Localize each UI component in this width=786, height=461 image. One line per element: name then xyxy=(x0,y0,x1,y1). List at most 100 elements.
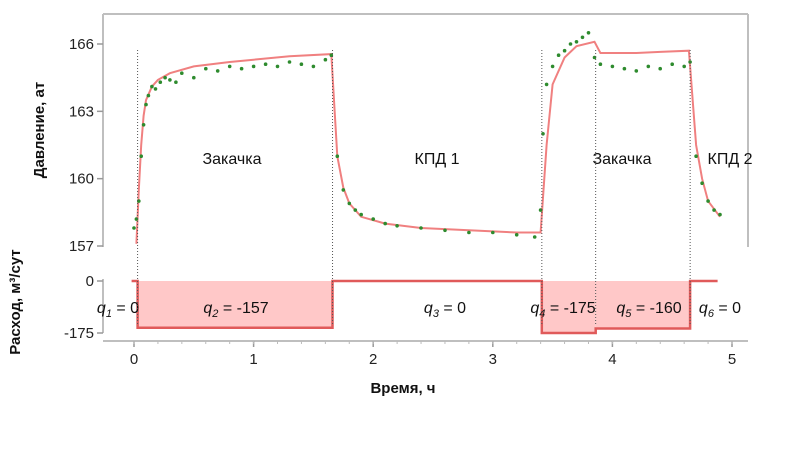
pressure-point xyxy=(580,35,585,40)
pressure-point xyxy=(718,212,722,217)
pressure-point xyxy=(311,64,316,69)
pressure-point xyxy=(550,64,555,69)
pressure-point xyxy=(215,69,220,73)
pressure-model-line xyxy=(135,40,721,244)
pressure-point xyxy=(227,64,232,69)
time-xlabel: Время, ч xyxy=(370,380,435,397)
pressure-point xyxy=(158,80,163,84)
pressure-point xyxy=(168,78,172,82)
pressure-point xyxy=(335,154,340,158)
pressure-point xyxy=(132,226,136,230)
pressure-point xyxy=(634,69,639,73)
pressure-point xyxy=(251,64,256,69)
pressure-tick-label: 163 xyxy=(69,103,94,120)
pressure-point xyxy=(646,64,651,69)
pressure-point xyxy=(706,199,710,203)
time-tick-label: 3 xyxy=(489,351,497,368)
pressure-point xyxy=(371,217,376,221)
pressure-point xyxy=(514,233,519,237)
pressure-point xyxy=(174,80,178,84)
pressure-point xyxy=(700,181,704,185)
pressure-ylabel: Давление, ат xyxy=(31,82,48,178)
pressure-point xyxy=(359,212,364,217)
pressure-point xyxy=(287,60,292,64)
pressure-point xyxy=(146,93,151,98)
rate-ticks: 0 -175 xyxy=(64,273,103,342)
pressure-point xyxy=(204,66,208,71)
rate-tick-label: -175 xyxy=(64,325,94,342)
pressure-point xyxy=(153,87,158,91)
pressure-point xyxy=(682,64,686,69)
pressure-point xyxy=(556,53,561,57)
time-tick-label: 2 xyxy=(369,351,377,368)
pressure-point xyxy=(395,224,399,228)
pressure-point xyxy=(299,62,304,66)
annotation-buildup-2: КПД 2 xyxy=(708,151,753,168)
pressure-point xyxy=(586,31,591,35)
pressure-point xyxy=(275,64,280,69)
pressure-point xyxy=(141,123,146,127)
pressure-point xyxy=(192,75,196,80)
time-tick-label: 0 xyxy=(130,351,138,368)
pressure-point xyxy=(239,66,244,71)
pressure-point xyxy=(610,64,615,69)
pressure-point xyxy=(712,208,716,212)
pressure-point xyxy=(622,66,627,71)
pressure-point xyxy=(538,208,543,212)
annotation-injection-2: Закачка xyxy=(592,151,651,168)
annotation-injection-1: Закачка xyxy=(202,151,261,168)
rate-label-q1: q1 = 0 xyxy=(97,300,139,320)
pressure-marks xyxy=(132,31,722,244)
pressure-ticks: 157 160 163 166 xyxy=(69,36,103,255)
pressure-point xyxy=(562,48,567,53)
pressure-point xyxy=(144,102,148,107)
pressure-point xyxy=(491,230,495,235)
pressure-point xyxy=(323,57,328,62)
pressure-point xyxy=(541,132,545,136)
pressure-tick-label: 157 xyxy=(69,238,94,255)
pressure-point xyxy=(574,40,579,44)
pressure-point xyxy=(347,201,352,206)
rate-label-q6: q6 = 0 xyxy=(699,300,741,320)
pressure-point xyxy=(419,226,423,230)
time-tick-label: 5 xyxy=(728,351,736,368)
pressure-tick-label: 160 xyxy=(69,171,94,188)
time-tick-label: 4 xyxy=(608,351,616,368)
pressure-point xyxy=(139,154,143,158)
period-boundaries xyxy=(137,50,691,324)
time-ticks: 0 1 2 3 4 5 xyxy=(130,341,736,368)
rate-period-fill xyxy=(137,281,333,328)
pressure-point xyxy=(443,228,447,233)
pressure-point xyxy=(694,154,698,158)
pressure-point xyxy=(568,42,573,46)
pressure-point xyxy=(670,62,674,66)
rate-label-q3: q3 = 0 xyxy=(424,300,466,320)
pressure-point xyxy=(263,62,268,66)
rate-period-fill xyxy=(595,281,691,329)
pressure-point xyxy=(383,221,388,226)
pressure-point xyxy=(163,75,167,80)
pressure-point xyxy=(544,82,549,87)
pressure-point xyxy=(467,230,471,235)
pressure-point xyxy=(180,71,184,75)
pressure-point xyxy=(353,208,358,212)
rate-label-q5: q5 = -160 xyxy=(616,300,681,320)
rate-tick-label: 0 xyxy=(86,273,94,290)
rate-period-fill xyxy=(541,281,596,333)
pressure-point xyxy=(598,62,603,66)
pressure-point xyxy=(150,84,154,89)
rate-label-q2: q2 = -157 xyxy=(203,300,268,320)
pressure-tick-label: 166 xyxy=(69,36,94,53)
pressure-point xyxy=(532,235,537,239)
time-tick-label: 1 xyxy=(249,351,257,368)
pressure-point xyxy=(658,66,662,71)
rate-ylabel-line1: Расход, м³/сут xyxy=(7,249,24,355)
pressure-point xyxy=(341,188,346,192)
pressure-point xyxy=(137,199,141,203)
annotation-buildup-1: КПД 1 xyxy=(415,151,460,168)
pressure-point xyxy=(134,217,139,221)
